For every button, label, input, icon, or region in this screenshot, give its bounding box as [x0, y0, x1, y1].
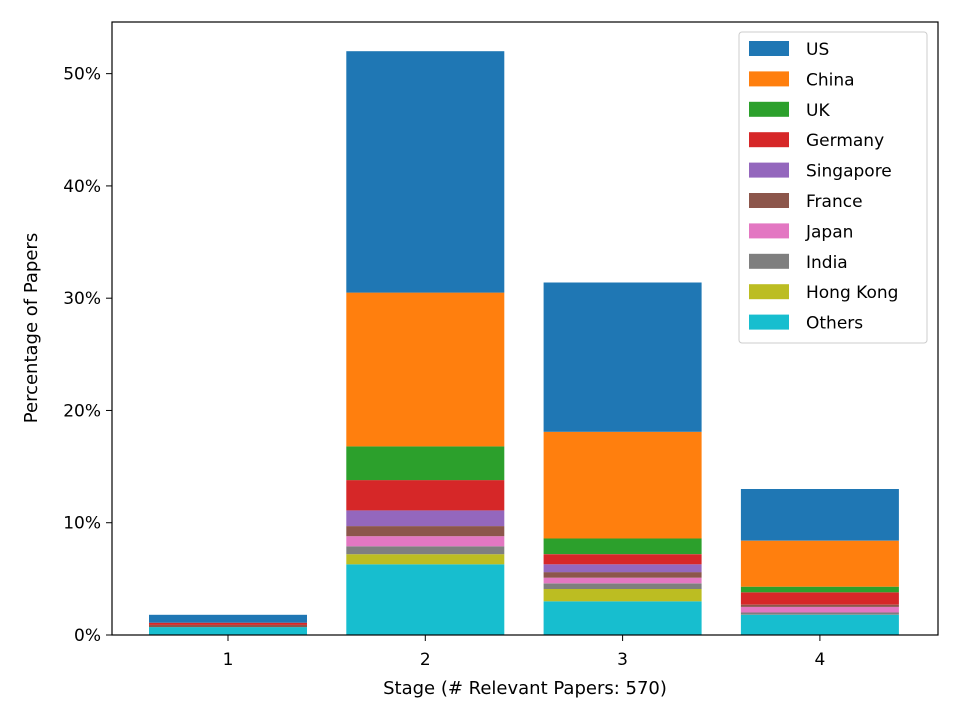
legend-swatch-uk: [749, 101, 789, 117]
legend-swatch-india: [749, 253, 789, 269]
legend-swatch-hong-kong: [749, 284, 789, 300]
y-tick-label: 10%: [63, 514, 101, 534]
bar-segment-japan-stage-4: [740, 606, 899, 613]
legend-swatch-france: [749, 193, 789, 208]
bars-layer: [149, 51, 899, 635]
bar-segment-china-stage-4: [740, 540, 899, 587]
bar-segment-uk-stage-4: [740, 586, 899, 593]
x-axis: 1 2 3 4: [223, 635, 825, 670]
y-tick-label: 40%: [63, 177, 101, 197]
bar-segment-singapore-stage-2: [346, 510, 505, 527]
bar-segment-us-stage-4: [740, 489, 899, 541]
bar-segment-others-stage-3: [543, 601, 702, 635]
y-axis-label: Percentage of Papers: [21, 233, 42, 423]
bar-segment-germany-stage-2: [346, 480, 505, 511]
legend-swatch-japan: [749, 223, 789, 239]
y-axis: 0% 10% 20% 30% 40% 50%: [63, 65, 112, 646]
bar-segment-india-stage-3: [543, 583, 702, 589]
legend-label-germany: Germany: [806, 131, 884, 151]
legend-label-others: Others: [806, 314, 863, 334]
bar-segment-germany-stage-1: [149, 622, 307, 625]
x-tick-label: 4: [814, 650, 825, 670]
bar-segment-india-stage-4: [740, 612, 899, 615]
x-tick-label: 3: [617, 650, 628, 670]
bar-segment-us-stage-3: [543, 282, 702, 432]
bar-segment-uk-stage-3: [543, 538, 702, 555]
legend-label-france: France: [806, 192, 863, 212]
bar-segment-singapore-stage-3: [543, 564, 702, 573]
plot-frame: [111, 21, 939, 636]
bar-segment-us-stage-2: [346, 51, 505, 293]
legend-swatch-others: [749, 314, 789, 330]
bar-segment-hong-kong-stage-3: [543, 589, 702, 602]
y-tick-label: 20%: [63, 401, 101, 421]
y-tick-label: 50%: [63, 65, 101, 85]
x-tick-label: 1: [223, 650, 234, 670]
legend-label-china: China: [806, 70, 855, 90]
x-tick-label: 2: [420, 650, 431, 670]
y-tick-label: 30%: [63, 289, 101, 309]
bar-segment-uk-stage-2: [346, 446, 505, 481]
bar-segment-japan-stage-3: [543, 577, 702, 584]
bar-segment-us-stage-1: [149, 614, 307, 623]
legend-label-japan: Japan: [805, 222, 853, 242]
legend-label-us: US: [806, 40, 829, 60]
legend: US China UK Germany Singapore France Japan Indi…: [738, 31, 928, 344]
bar-segment-india-stage-2: [346, 546, 505, 555]
bar-segment-others-stage-4: [740, 614, 899, 635]
bar-segment-france-stage-2: [346, 526, 505, 537]
bar-segment-germany-stage-4: [740, 592, 899, 605]
legend-label-hong-kong: Hong Kong: [806, 283, 898, 303]
bar-segment-japan-stage-2: [346, 536, 505, 547]
legend-label-india: India: [806, 253, 848, 273]
legend-swatch-china: [749, 71, 789, 87]
bar-segment-china-stage-2: [346, 292, 505, 447]
bar-segment-others-stage-2: [346, 564, 505, 635]
bar-segment-hong-kong-stage-2: [346, 554, 505, 565]
legend-label-uk: UK: [806, 101, 830, 121]
x-axis-label: Stage (# Relevant Papers: 570): [383, 678, 667, 699]
bar-segment-france-stage-3: [543, 572, 702, 578]
y-tick-label: 0%: [74, 626, 101, 646]
bar-segment-france-stage-1: [149, 624, 307, 628]
bar-segment-china-stage-3: [543, 431, 702, 539]
legend-label-singapore: Singapore: [806, 162, 892, 182]
legend-swatch-germany: [749, 132, 789, 148]
legend-swatch-us: [749, 41, 789, 56]
bar-segment-germany-stage-3: [543, 554, 702, 565]
bar-segment-france-stage-4: [740, 604, 899, 607]
bar-segment-others-stage-1: [149, 627, 307, 635]
legend-swatch-singapore: [749, 162, 789, 178]
